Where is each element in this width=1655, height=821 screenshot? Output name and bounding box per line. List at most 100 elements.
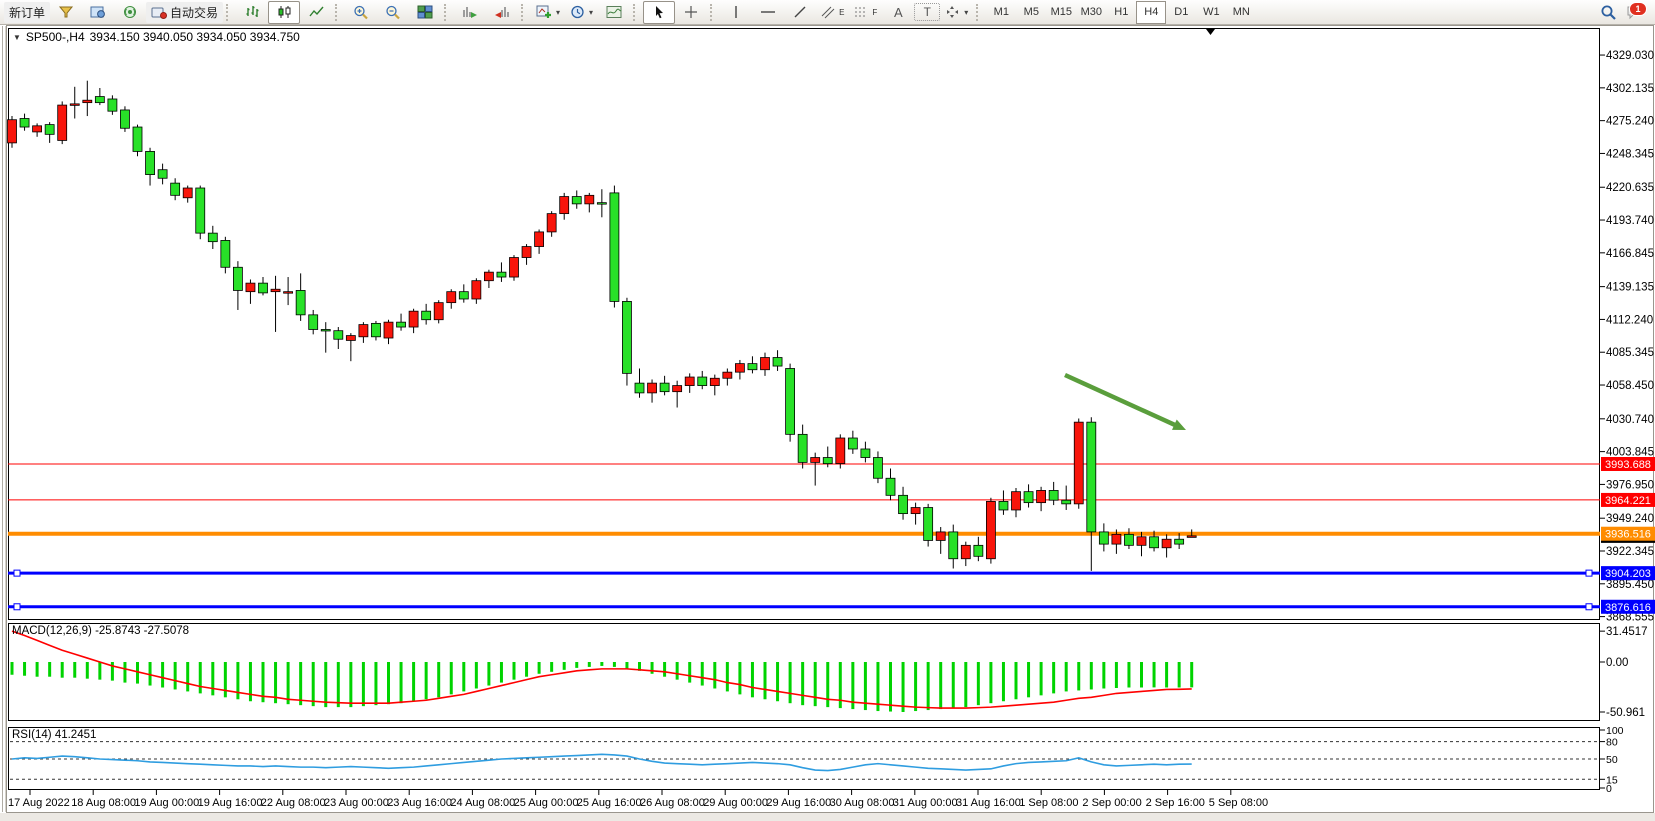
timeframe-M5[interactable]: M5 [1023,6,1039,18]
candlestick [735,363,745,373]
search-icon[interactable] [1600,4,1617,21]
timeframe-M1[interactable]: M1 [993,6,1009,18]
timeframe-H1[interactable]: H1 [1114,6,1129,18]
candlestick [810,457,821,463]
zoom-out-icon[interactable] [377,1,409,24]
templates-icon[interactable] [598,1,630,24]
time-axis-label: 31 Aug 00:00 [893,797,958,809]
price-axis-label: 4058.450 [1606,380,1654,392]
macd-signal-line [11,630,1192,709]
time-axis-label: 5 Sep 08:00 [1209,797,1268,809]
candlestick [145,151,155,175]
channel-tool-icon[interactable]: E [816,1,849,24]
time-axis-label: 26 Aug 08:00 [640,797,705,809]
time-axis-label: 19 Aug 16:00 [198,797,263,809]
candlestick [1124,533,1134,546]
profile-prev-icon[interactable] [486,1,518,24]
fibonacci-tool-icon[interactable]: F [849,1,882,24]
line-handle-icon[interactable] [13,569,21,577]
time-axis-label: 2 Sep 00:00 [1082,797,1141,809]
new-order-button[interactable]: 新订单 [4,1,51,23]
timeframe-H4[interactable]: H4 [1136,0,1167,24]
dropdown-caret-icon: ▾ [556,7,561,17]
notification-badge: 1 [1629,1,1647,16]
candlestick [446,291,457,304]
price-level-badge [1601,599,1655,614]
chart-line-icon[interactable] [300,1,332,24]
profile-next-icon[interactable] [454,1,486,24]
candlestick [232,266,243,291]
candlestick [471,280,482,300]
quotes-icon[interactable] [50,1,82,24]
vertical-line-tool-icon[interactable] [720,1,752,24]
timeframe-D1[interactable]: D1 [1174,6,1189,18]
dropdown-caret-icon: ▾ [589,7,594,17]
broadcast-icon[interactable] [114,1,146,24]
time-axis-label: 18 Aug 08:00 [71,797,136,809]
dropdown-caret-icon: ▾ [964,7,969,17]
candlestick [622,301,632,374]
line-handle-icon[interactable] [13,603,21,611]
chart-bars-icon[interactable] [236,1,268,24]
timeframe-M15[interactable]: M15 [1050,6,1073,18]
crosshair-tool-icon[interactable] [675,1,707,24]
candlestick [634,382,645,394]
time-axis-label: 1 Sep 08:00 [1019,797,1078,809]
trend-arrow-head-icon [1172,419,1186,430]
price-level-badge-label: 3876.616 [1605,602,1651,614]
candlestick [1174,538,1185,545]
price-axis-label: 3922.345 [1606,546,1654,558]
price-axis-label: 3976.950 [1606,479,1654,491]
candlestick [32,125,42,133]
chart-candles-icon[interactable] [268,0,301,24]
candlestick [358,324,369,338]
tile-windows-icon[interactable] [409,1,441,24]
candlestick [270,288,281,293]
candlestick [69,103,80,106]
add-indicator-button[interactable]: ▾ [531,1,565,24]
candlestick [910,507,921,515]
toolbar-grip [710,3,717,21]
price-axis-label: 4003.845 [1606,447,1654,459]
auto-trading-label: 自动交易 [170,5,219,20]
toolbar-grip [335,3,342,21]
macd-axis-label: -50.961 [1606,707,1645,719]
rsi-axis-label: 50 [1606,754,1618,766]
expander-icon[interactable]: ▼ [13,32,21,42]
timeframe-MN[interactable]: MN [1232,6,1250,18]
horizontal-line-tool-icon[interactable] [752,1,784,24]
auto-trading-button[interactable]: 自动交易 [146,1,224,23]
price-level-badge-label: 3964.221 [1605,495,1651,507]
candlestick [1036,490,1046,504]
candlestick [546,213,557,233]
candlestick [383,321,394,339]
text-label-tool-icon[interactable]: T [914,3,941,21]
toolbar-right: 1 [1600,1,1651,23]
candlestick [220,240,231,268]
text-tool-icon[interactable]: A [893,4,903,20]
line-handle-icon[interactable] [1585,569,1593,577]
candlestick [345,335,356,341]
timeframe-toolbar: M1 M5 M15 M30 H1 H4 D1 W1 MN [986,0,1256,24]
line-handle-icon[interactable] [1585,603,1593,611]
zoom-in-icon[interactable] [345,1,377,24]
trendline-tool-icon[interactable] [784,1,816,24]
period-clock-button[interactable]: ▾ [565,1,598,24]
candlestick [170,182,181,196]
timeframe-W1[interactable]: W1 [1203,6,1220,18]
arrows-tool-icon[interactable]: ▾ [940,1,973,24]
time-axis-label: 24 Aug 08:00 [450,797,515,809]
cursor-tool-icon[interactable] [643,0,676,24]
candlestick [245,282,256,293]
price-axis-label: 3895.450 [1606,579,1654,591]
candlestick [458,291,469,300]
macd-axis-label: 0.00 [1606,657,1628,669]
price-axis-label: 4085.345 [1606,347,1654,359]
time-axis-label: 23 Aug 16:00 [387,797,452,809]
trend-arrow-annotation[interactable] [1064,372,1180,429]
price-axis-label: 4112.240 [1606,314,1653,326]
navigator-icon[interactable] [82,1,114,24]
notifications-button[interactable]: 1 [1623,1,1647,23]
timeframe-M30[interactable]: M30 [1080,6,1103,18]
